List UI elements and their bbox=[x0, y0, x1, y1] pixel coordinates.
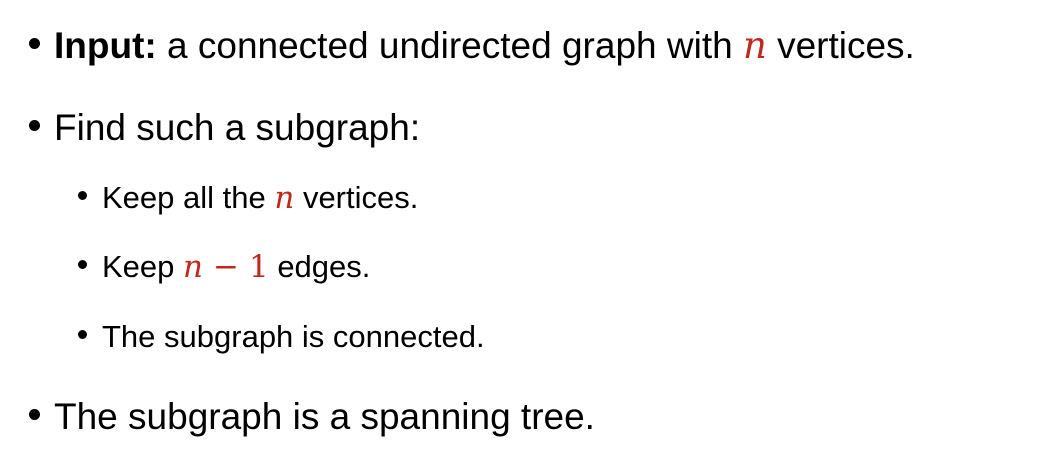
bullet-dot-icon bbox=[78, 191, 87, 200]
input-text-after: vertices. bbox=[766, 25, 915, 66]
bullet-dot-icon bbox=[29, 120, 40, 131]
bullet-input: Input: a connected undirected graph with… bbox=[29, 24, 915, 67]
input-var-n: n bbox=[742, 24, 767, 67]
keep-edges-var-n: n bbox=[183, 249, 203, 285]
sub-bullet-keep-vertices: Keep all the n vertices. bbox=[78, 180, 418, 216]
sub-bullet-keep-edges: Keep n − 1 edges. bbox=[78, 249, 370, 285]
bullet-spanning-tree: The subgraph is a spanning tree. bbox=[29, 396, 595, 438]
bullet-dot-icon bbox=[29, 409, 40, 420]
connected-text: The subgraph is connected. bbox=[102, 319, 485, 354]
keep-vertices-after: vertices. bbox=[294, 180, 419, 215]
keep-edges-after: edges. bbox=[268, 249, 371, 284]
spanning-text: The subgraph is a spanning tree. bbox=[54, 396, 595, 437]
input-text-before: a connected undirected graph with bbox=[156, 25, 743, 66]
sub-bullet-connected: The subgraph is connected. bbox=[78, 319, 485, 355]
bullet-dot-icon bbox=[78, 330, 87, 339]
keep-vertices-var-n: n bbox=[274, 180, 295, 216]
bullet-dot-icon bbox=[29, 38, 40, 49]
keep-edges-minus: − bbox=[212, 249, 239, 285]
keep-vertices-before: Keep all the bbox=[102, 180, 275, 215]
input-label: Input: bbox=[54, 25, 157, 66]
keep-edges-before: Keep bbox=[102, 249, 184, 284]
find-text: Find such a subgraph: bbox=[54, 107, 421, 148]
bullet-dot-icon bbox=[78, 260, 87, 269]
bullet-find-subgraph: Find such a subgraph: bbox=[29, 107, 420, 149]
keep-edges-num: 1 bbox=[248, 249, 269, 285]
